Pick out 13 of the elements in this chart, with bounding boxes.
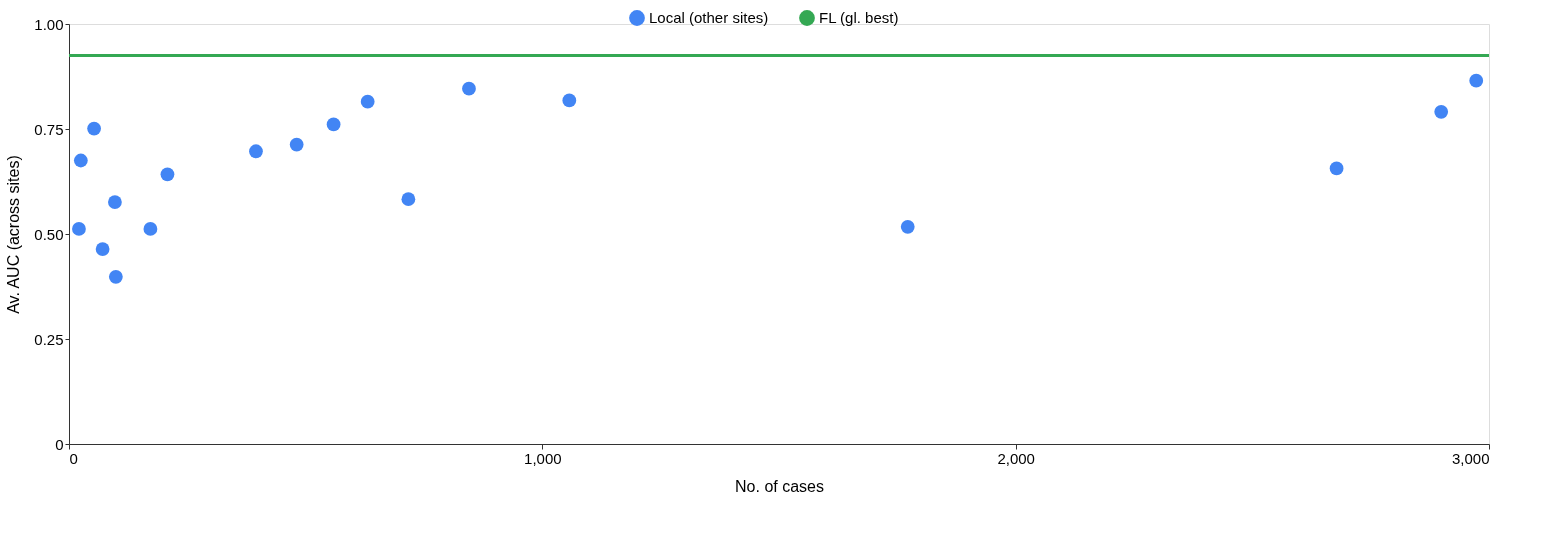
legend-label: FL (gl. best) — [819, 9, 899, 26]
legend-label: Local (other sites) — [649, 9, 769, 26]
x-tick-label: 3,000 — [1451, 449, 1490, 467]
y-axis-title: Av. AUC (across sites) — [5, 155, 23, 314]
y-tick-label: 0.25 — [34, 330, 64, 348]
y-tick-label: 0 — [55, 435, 64, 453]
y-tick-label: 1.00 — [34, 15, 64, 33]
x-tick-label: 1,000 — [524, 449, 562, 467]
y-tick-label: 0.50 — [34, 225, 64, 243]
y-tick-label: 0.75 — [34, 120, 64, 138]
x-tick-label: 2,000 — [997, 449, 1035, 467]
x-axis-title: No. of cases — [735, 477, 824, 495]
x-tick-label: 0 — [69, 449, 78, 467]
